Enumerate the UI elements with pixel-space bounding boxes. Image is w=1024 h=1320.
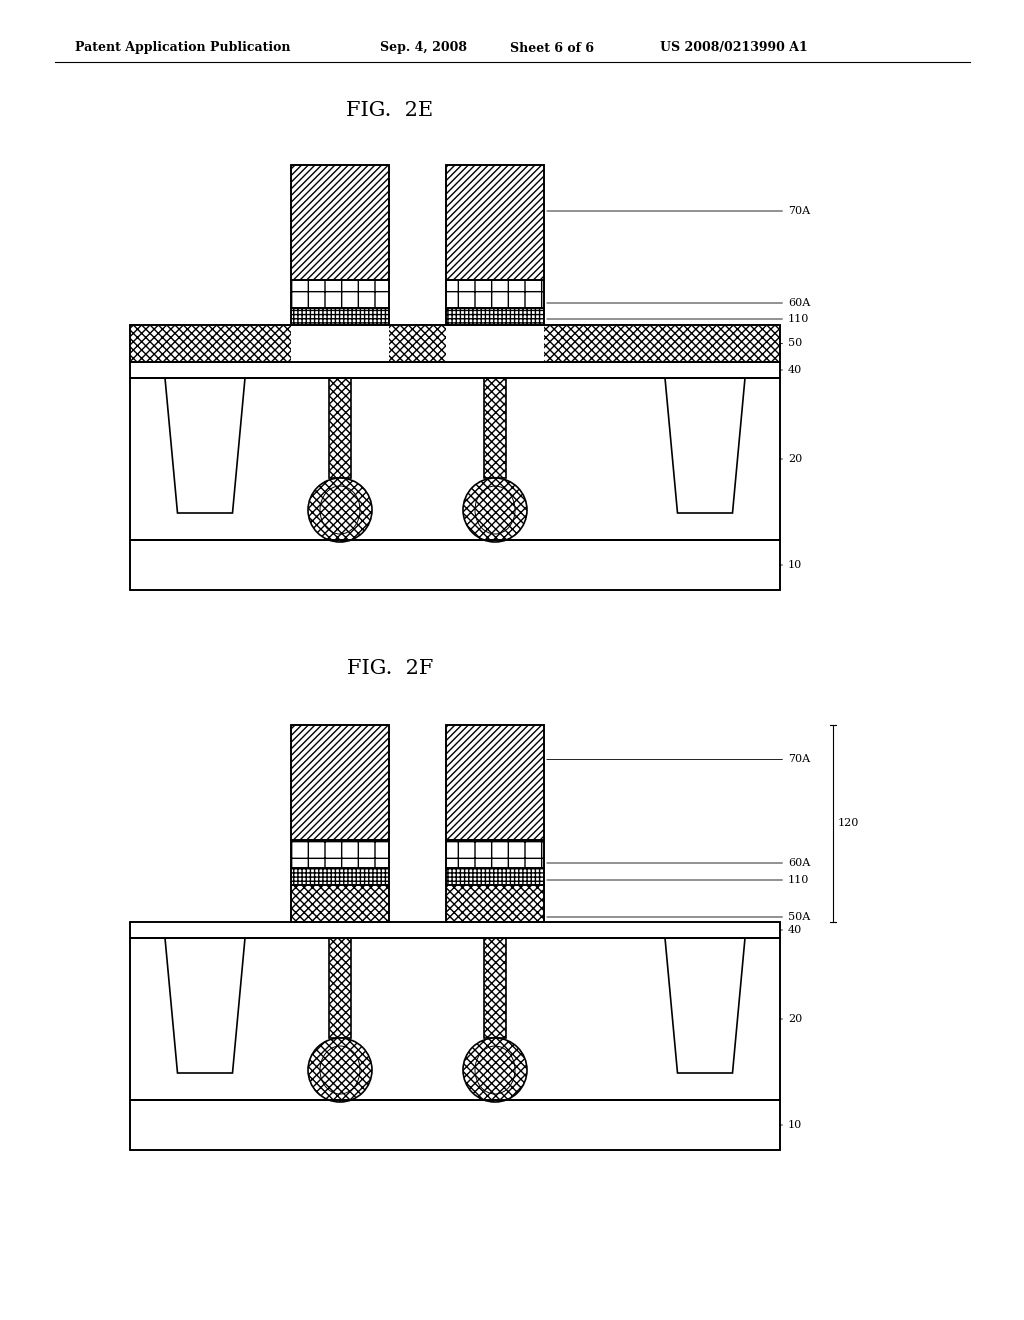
Text: FIG.  2F: FIG. 2F bbox=[347, 659, 433, 677]
Bar bbox=[446, 884, 544, 921]
Bar bbox=[291, 725, 389, 840]
Text: US 2008/0213990 A1: US 2008/0213990 A1 bbox=[660, 41, 808, 54]
Bar bbox=[130, 362, 780, 378]
Text: Sheet 6 of 6: Sheet 6 of 6 bbox=[510, 41, 594, 54]
Polygon shape bbox=[665, 939, 745, 1073]
Circle shape bbox=[308, 1038, 372, 1102]
Text: 50A: 50A bbox=[547, 912, 810, 921]
Bar bbox=[291, 725, 389, 921]
Bar bbox=[291, 884, 389, 921]
Circle shape bbox=[463, 478, 527, 543]
Bar bbox=[291, 280, 389, 308]
Bar bbox=[130, 1100, 780, 1150]
Text: 40: 40 bbox=[780, 366, 802, 375]
Bar bbox=[446, 280, 544, 308]
Bar bbox=[484, 939, 506, 1038]
Bar bbox=[130, 921, 780, 939]
Text: 110: 110 bbox=[547, 875, 809, 884]
Bar bbox=[130, 378, 780, 540]
Bar bbox=[484, 378, 506, 478]
Circle shape bbox=[308, 478, 372, 543]
Text: 120: 120 bbox=[838, 818, 859, 829]
Bar bbox=[446, 869, 544, 884]
Bar bbox=[446, 308, 544, 325]
Text: Patent Application Publication: Patent Application Publication bbox=[75, 41, 291, 54]
Bar bbox=[291, 325, 389, 362]
Text: 20: 20 bbox=[780, 454, 802, 465]
Bar bbox=[446, 325, 544, 362]
Text: 20: 20 bbox=[780, 1014, 802, 1024]
Bar bbox=[291, 165, 389, 325]
Bar bbox=[291, 840, 389, 869]
Bar bbox=[329, 939, 351, 1038]
Bar bbox=[291, 308, 389, 325]
Bar bbox=[130, 540, 780, 590]
Bar bbox=[291, 869, 389, 884]
Text: 60A: 60A bbox=[547, 858, 810, 869]
Bar bbox=[130, 939, 780, 1100]
Text: 70A: 70A bbox=[547, 755, 810, 764]
Polygon shape bbox=[665, 378, 745, 513]
Bar bbox=[130, 378, 780, 540]
Bar bbox=[329, 378, 351, 478]
Text: FIG.  2E: FIG. 2E bbox=[346, 100, 433, 120]
Bar bbox=[446, 725, 544, 840]
Circle shape bbox=[463, 1038, 527, 1102]
Bar bbox=[291, 165, 389, 280]
Text: 60A: 60A bbox=[547, 298, 810, 308]
Bar bbox=[130, 540, 780, 590]
Bar bbox=[130, 325, 780, 362]
Bar bbox=[446, 725, 544, 921]
Text: 10: 10 bbox=[780, 560, 802, 570]
Text: 50: 50 bbox=[780, 338, 802, 348]
Text: 10: 10 bbox=[780, 1119, 802, 1130]
Polygon shape bbox=[165, 939, 245, 1073]
Bar bbox=[446, 165, 544, 280]
Text: 70A: 70A bbox=[547, 206, 810, 216]
Bar bbox=[130, 1100, 780, 1150]
Bar bbox=[130, 325, 780, 362]
Bar bbox=[130, 921, 780, 939]
Text: 110: 110 bbox=[547, 314, 809, 323]
Text: Sep. 4, 2008: Sep. 4, 2008 bbox=[380, 41, 467, 54]
Text: 40: 40 bbox=[780, 925, 802, 935]
Polygon shape bbox=[165, 378, 245, 513]
Bar bbox=[130, 362, 780, 378]
Bar bbox=[446, 165, 544, 325]
Bar bbox=[446, 840, 544, 869]
Bar bbox=[130, 939, 780, 1100]
